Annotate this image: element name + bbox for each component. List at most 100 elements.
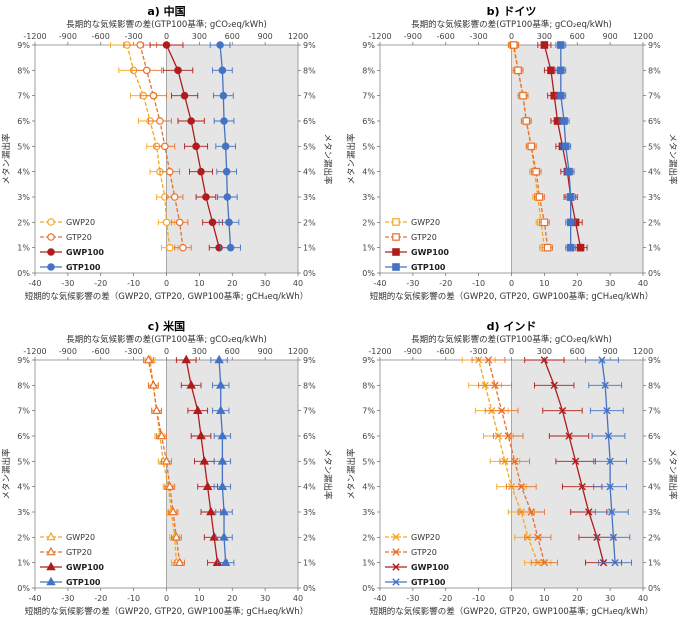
data-point (540, 356, 549, 364)
series-gtp100 (585, 356, 632, 567)
right-tick-label: 4% (648, 168, 661, 177)
bottom-tick-label: 30 (605, 279, 615, 288)
right-tick-label: 1% (648, 244, 661, 253)
data-point (606, 482, 614, 491)
top-tick-label: -900 (404, 347, 422, 356)
left-tick-label: 9% (362, 356, 375, 365)
right-tick-label: 3% (303, 193, 316, 202)
data-point (540, 218, 549, 227)
left-tick-label: 1% (17, 559, 30, 568)
legend-swatch-marker (392, 248, 400, 256)
left-tick-label: 3% (17, 508, 30, 517)
top-tick-label: -900 (404, 32, 422, 41)
positive-region-shade (166, 360, 298, 588)
bottom-tick-label: -20 (439, 594, 452, 603)
right-tick-label: 5% (303, 142, 316, 151)
data-point (218, 66, 227, 75)
data-point (603, 406, 611, 415)
top-tick-label: 1200 (633, 347, 653, 356)
right-tick-label: 4% (303, 168, 316, 177)
left-axis-label: メタン漏出率 (346, 133, 357, 185)
top-axis-label: 長期的な気候影響の差(GTP100基準; gCO₂eq/kWh) (66, 19, 267, 30)
left-tick-label: 6% (362, 117, 375, 126)
data-point (216, 380, 226, 389)
data-point (179, 243, 187, 252)
data-point (543, 243, 552, 252)
data-point (187, 117, 195, 125)
right-axis-label: メタン漏出率 (322, 448, 333, 500)
legend-label: GWP20 (411, 533, 440, 542)
left-tick-label: 0% (17, 269, 30, 278)
right-tick-label: 6% (303, 117, 316, 126)
top-tick-label: -600 (92, 32, 110, 41)
legend-swatch-marker (392, 578, 400, 586)
data-point (197, 167, 205, 176)
legend-label: GWP20 (66, 533, 95, 542)
data-point (217, 430, 228, 440)
legend-label: GWP100 (411, 563, 449, 572)
left-tick-label: 9% (362, 41, 375, 50)
series-gtp100 (210, 354, 235, 566)
legend-label: GWP100 (66, 563, 104, 572)
left-axis-label: メタン漏出率 (1, 133, 12, 185)
left-tick-label: 6% (17, 432, 30, 441)
top-tick-label: 0 (164, 32, 169, 41)
data-point (142, 66, 151, 75)
left-tick-label: 5% (362, 142, 375, 151)
bottom-axis-label: 短期的な気候影響の差（GWP20, GTP20, GWP100基準; gCH₄e… (370, 291, 653, 302)
left-tick-label: 0% (362, 584, 375, 593)
data-point (165, 167, 174, 176)
series-line (477, 359, 539, 563)
data-point (585, 508, 593, 516)
legend-swatch-marker (47, 248, 55, 256)
legend: GWP20 GTP20 GWP100 GTP100 (385, 218, 449, 272)
data-point (550, 381, 558, 390)
right-tick-label: 1% (303, 559, 316, 568)
data-point (535, 193, 544, 201)
right-tick-label: 5% (648, 457, 661, 466)
left-axis-label: メタン漏出率 (1, 448, 12, 500)
right-tick-label: 3% (648, 193, 661, 202)
right-tick-label: 5% (648, 142, 661, 151)
left-tick-label: 8% (17, 381, 30, 390)
left-tick-label: 2% (17, 533, 30, 542)
data-point (206, 506, 216, 516)
bottom-axis-label: 短期的な気候影響の差（GWP20, GTP20, GWP100基準; gCH₄e… (25, 606, 308, 617)
left-tick-label: 0% (17, 584, 30, 593)
left-tick-label: 5% (17, 142, 30, 151)
bottom-tick-label: -10 (127, 279, 140, 288)
top-tick-label: -1200 (23, 347, 46, 356)
legend: GWP20 GTP20 GWP100 GTP100 (40, 531, 104, 587)
left-tick-label: 6% (362, 432, 375, 441)
data-point (608, 508, 616, 516)
left-tick-label: 5% (362, 457, 375, 466)
data-point (196, 430, 206, 440)
left-tick-label: 7% (362, 92, 375, 101)
bottom-tick-label: -40 (373, 594, 386, 603)
left-tick-label: 3% (362, 508, 375, 517)
data-point (510, 41, 518, 49)
legend-swatch-marker (46, 576, 56, 586)
right-tick-label: 2% (303, 533, 316, 542)
legend-label: GTP100 (66, 263, 101, 272)
right-tick-label: 9% (303, 356, 316, 365)
right-axis-label: メタン漏出率 (322, 133, 333, 185)
legend-swatch-marker (392, 263, 400, 271)
data-point (511, 457, 519, 466)
bottom-tick-label: 10 (539, 279, 549, 288)
bottom-tick-label: 40 (293, 594, 303, 603)
bottom-tick-label: 0 (509, 594, 514, 603)
data-point (609, 533, 618, 542)
legend-swatch-marker (46, 546, 56, 556)
data-point (560, 117, 568, 125)
legend-swatch-marker (46, 561, 56, 571)
data-point (561, 142, 570, 151)
right-tick-label: 8% (303, 381, 316, 390)
data-point (180, 91, 189, 100)
data-point (219, 91, 228, 100)
right-tick-label: 0% (303, 584, 316, 593)
bottom-tick-label: 20 (572, 594, 582, 603)
data-point (143, 354, 154, 364)
